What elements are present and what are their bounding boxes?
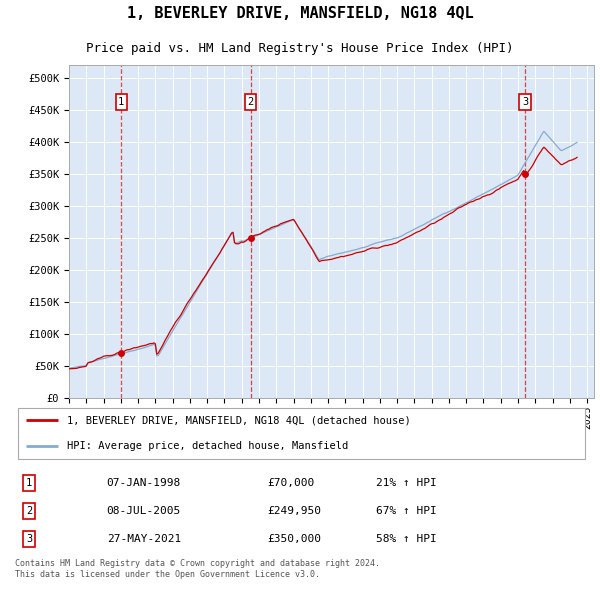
Text: 67% ↑ HPI: 67% ↑ HPI [376, 506, 437, 516]
Text: Contains HM Land Registry data © Crown copyright and database right 2024.
This d: Contains HM Land Registry data © Crown c… [15, 559, 380, 579]
Text: 07-JAN-1998: 07-JAN-1998 [107, 478, 181, 488]
Text: 1: 1 [118, 97, 124, 107]
Text: 27-MAY-2021: 27-MAY-2021 [107, 534, 181, 544]
Text: 08-JUL-2005: 08-JUL-2005 [107, 506, 181, 516]
Text: 1, BEVERLEY DRIVE, MANSFIELD, NG18 4QL: 1, BEVERLEY DRIVE, MANSFIELD, NG18 4QL [127, 6, 473, 21]
Text: 1, BEVERLEY DRIVE, MANSFIELD, NG18 4QL (detached house): 1, BEVERLEY DRIVE, MANSFIELD, NG18 4QL (… [67, 415, 410, 425]
Text: 58% ↑ HPI: 58% ↑ HPI [376, 534, 437, 544]
Text: 21% ↑ HPI: 21% ↑ HPI [376, 478, 437, 488]
Text: 2: 2 [26, 506, 32, 516]
Text: £249,950: £249,950 [267, 506, 321, 516]
Text: £350,000: £350,000 [267, 534, 321, 544]
Text: 3: 3 [522, 97, 528, 107]
Text: 2: 2 [248, 97, 254, 107]
Text: HPI: Average price, detached house, Mansfield: HPI: Average price, detached house, Mans… [67, 441, 348, 451]
FancyBboxPatch shape [18, 408, 585, 459]
Text: 3: 3 [26, 534, 32, 544]
Text: 1: 1 [26, 478, 32, 488]
Text: £70,000: £70,000 [267, 478, 314, 488]
Text: Price paid vs. HM Land Registry's House Price Index (HPI): Price paid vs. HM Land Registry's House … [86, 42, 514, 55]
